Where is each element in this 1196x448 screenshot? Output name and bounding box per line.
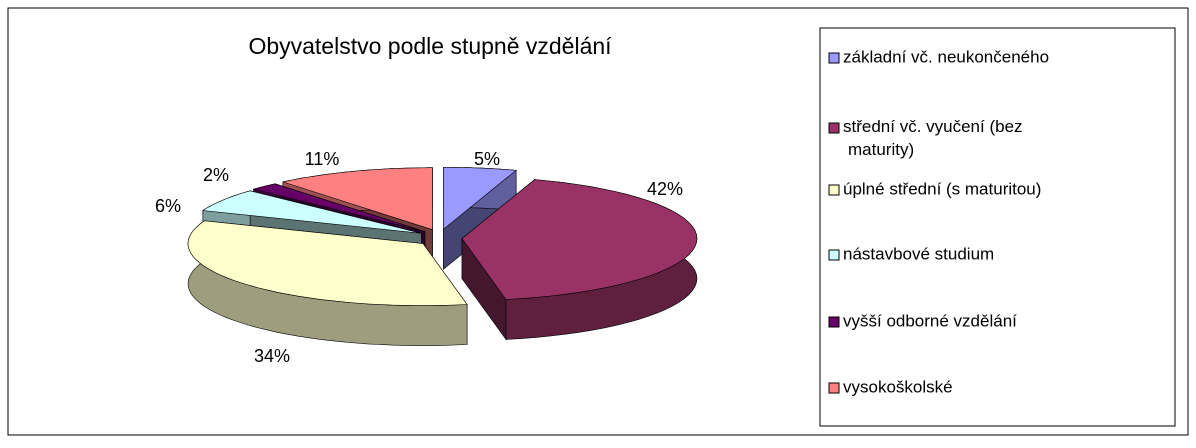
pie-slice [187,220,468,346]
legend-label: úplné střední (s maturitou) [843,179,1041,198]
legend-swatch [828,122,840,134]
slice-top [187,220,468,306]
chart-title: Obyvatelstvo podle stupně vzdělání [248,33,612,59]
data-label: 42% [647,179,683,199]
slice-top [443,167,517,230]
legend-label: nástavbové studium [843,244,994,263]
data-label: 11% [305,149,340,169]
legend-label: základní vč. neukončeného [843,47,1049,66]
legend-swatch [828,249,840,261]
legend-swatch [828,316,840,328]
slice-top [253,183,425,232]
legend-line: maturity) [848,140,914,159]
legend-label: vysokoškolské [843,377,953,396]
legend-label: střední vč. vyučení (bez maturity) [843,117,1023,159]
data-label: 34% [254,346,290,366]
pie-slice [443,167,517,270]
slice-top [202,190,422,234]
data-label: 2% [203,165,229,185]
legend-swatch [828,52,840,64]
slice-top [461,179,698,300]
pie-slice [461,178,698,341]
legend-swatch [828,382,840,394]
legend-box [819,27,1176,427]
legend-label: vyšší odborné vzdělání [843,311,1017,330]
legend-swatch [828,184,840,196]
data-label: 6% [155,196,181,216]
legend: základní vč. neukončeného střední vč. vyu… [828,47,1049,396]
legend-line: střední vč. vyučení (bez [843,117,1023,136]
slice-top [282,167,433,231]
data-label: 5% [474,149,500,169]
pie: 5% 42% 34% 6% 2% 11% [155,149,698,366]
